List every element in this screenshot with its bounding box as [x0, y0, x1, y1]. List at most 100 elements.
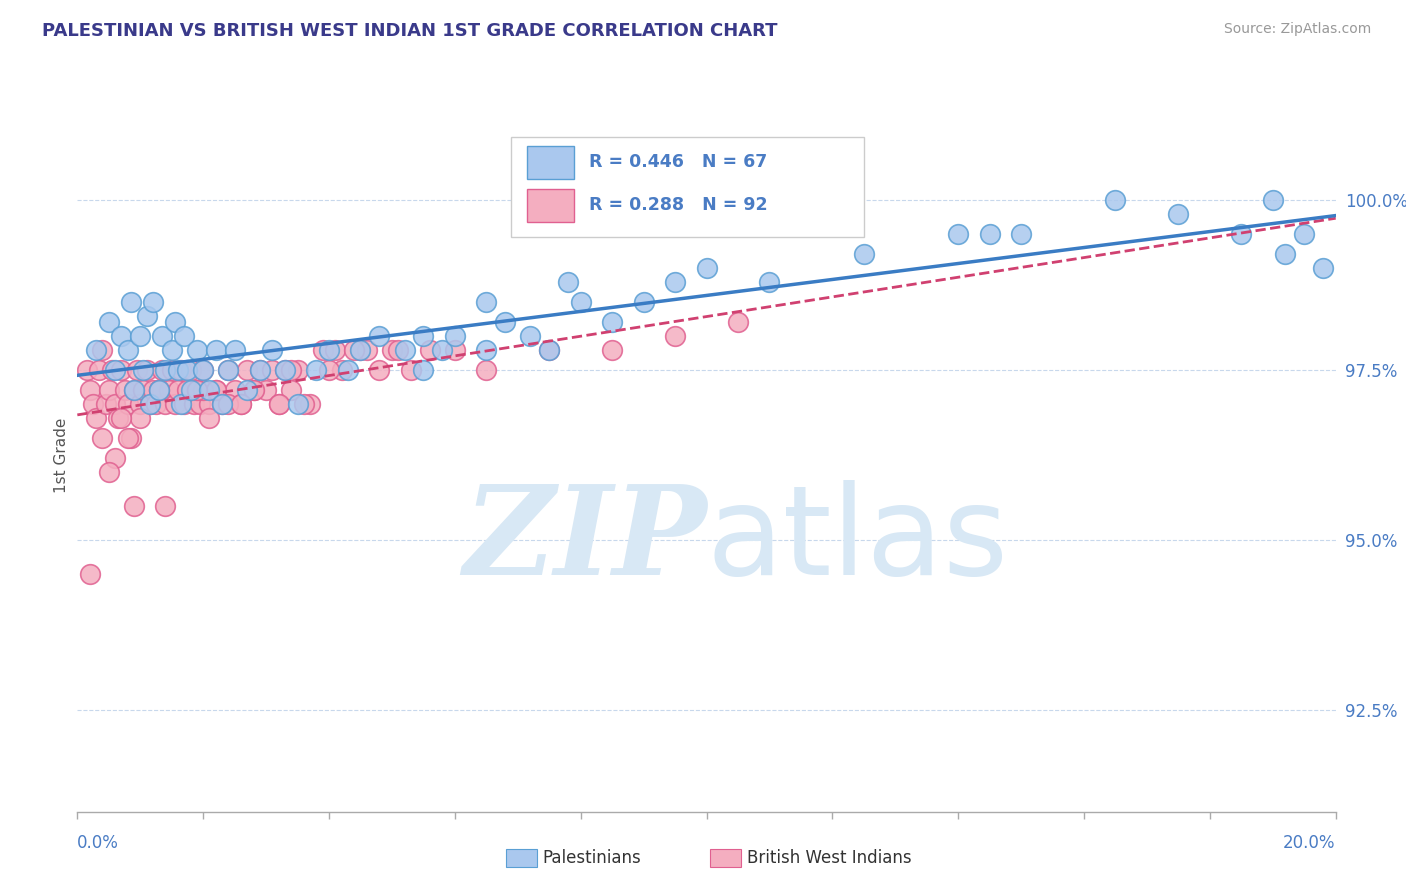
Point: [538, 343, 561, 357]
Point: [183, 397, 205, 411]
Point: [664, 275, 686, 289]
Point: [412, 329, 434, 343]
Point: [117, 343, 139, 357]
Point: [186, 384, 208, 398]
Point: [79, 384, 101, 398]
Point: [538, 343, 561, 357]
Point: [217, 363, 239, 377]
Point: [224, 343, 246, 357]
Point: [287, 363, 309, 377]
Point: [280, 363, 302, 377]
Point: [91, 431, 114, 445]
Point: [349, 343, 371, 357]
Point: [186, 343, 208, 357]
Point: [299, 397, 322, 411]
Point: [94, 397, 117, 411]
Point: [129, 410, 152, 425]
Point: [368, 329, 391, 343]
Point: [267, 397, 290, 411]
FancyBboxPatch shape: [527, 189, 575, 221]
Point: [412, 363, 434, 377]
Point: [262, 343, 284, 357]
Point: [204, 343, 226, 357]
Point: [117, 397, 139, 411]
Point: [132, 363, 155, 377]
Point: [138, 397, 160, 411]
Point: [979, 227, 1001, 241]
Point: [519, 329, 541, 343]
Point: [267, 397, 290, 411]
Point: [381, 343, 404, 357]
Point: [224, 384, 246, 398]
Point: [176, 363, 198, 377]
Point: [475, 363, 498, 377]
Point: [163, 315, 186, 329]
Point: [217, 363, 239, 377]
Point: [287, 397, 309, 411]
Point: [948, 227, 970, 241]
Point: [167, 363, 190, 377]
Point: [104, 363, 127, 377]
Point: [148, 384, 170, 398]
Point: [186, 384, 208, 398]
Point: [101, 363, 124, 377]
Point: [419, 343, 441, 357]
Point: [1312, 260, 1334, 275]
Point: [318, 363, 340, 377]
Point: [633, 295, 655, 310]
Point: [1294, 227, 1316, 241]
Point: [120, 295, 142, 310]
Point: [191, 363, 215, 377]
Point: [97, 315, 120, 329]
Point: [236, 384, 259, 398]
Point: [132, 384, 155, 398]
Point: [150, 363, 173, 377]
Point: [242, 384, 264, 398]
Point: [1104, 193, 1126, 207]
Point: [122, 384, 145, 398]
Point: [104, 451, 127, 466]
Point: [160, 343, 183, 357]
Point: [242, 384, 264, 398]
Point: [138, 397, 160, 411]
Point: [170, 363, 193, 377]
Point: [135, 309, 157, 323]
Point: [167, 384, 190, 398]
Point: [229, 397, 252, 411]
Text: PALESTINIAN VS BRITISH WEST INDIAN 1ST GRADE CORRELATION CHART: PALESTINIAN VS BRITISH WEST INDIAN 1ST G…: [42, 22, 778, 40]
Point: [173, 397, 195, 411]
Point: [104, 397, 127, 411]
Point: [114, 384, 136, 398]
Point: [336, 363, 359, 377]
Point: [444, 343, 467, 357]
FancyBboxPatch shape: [512, 137, 863, 237]
Point: [343, 343, 366, 357]
Point: [97, 384, 120, 398]
Point: [211, 397, 233, 411]
Point: [122, 384, 145, 398]
Point: [475, 295, 498, 310]
Point: [368, 363, 391, 377]
Y-axis label: 1st Grade: 1st Grade: [53, 417, 69, 492]
Point: [236, 363, 259, 377]
Point: [1010, 227, 1032, 241]
Point: [569, 295, 592, 310]
Point: [432, 343, 454, 357]
Point: [155, 499, 177, 513]
Text: 20.0%: 20.0%: [1284, 834, 1336, 852]
Point: [110, 410, 132, 425]
Point: [176, 384, 198, 398]
Text: atlas: atlas: [707, 480, 1008, 601]
Point: [262, 363, 284, 377]
Point: [696, 260, 718, 275]
Point: [254, 384, 277, 398]
Point: [387, 343, 409, 357]
Point: [160, 363, 183, 377]
Point: [188, 397, 211, 411]
Text: Palestinians: Palestinians: [543, 849, 641, 867]
Point: [229, 397, 252, 411]
Text: Source: ZipAtlas.com: Source: ZipAtlas.com: [1223, 22, 1371, 37]
Point: [356, 343, 378, 357]
Point: [399, 363, 422, 377]
Text: R = 0.446   N = 67: R = 0.446 N = 67: [589, 153, 768, 170]
